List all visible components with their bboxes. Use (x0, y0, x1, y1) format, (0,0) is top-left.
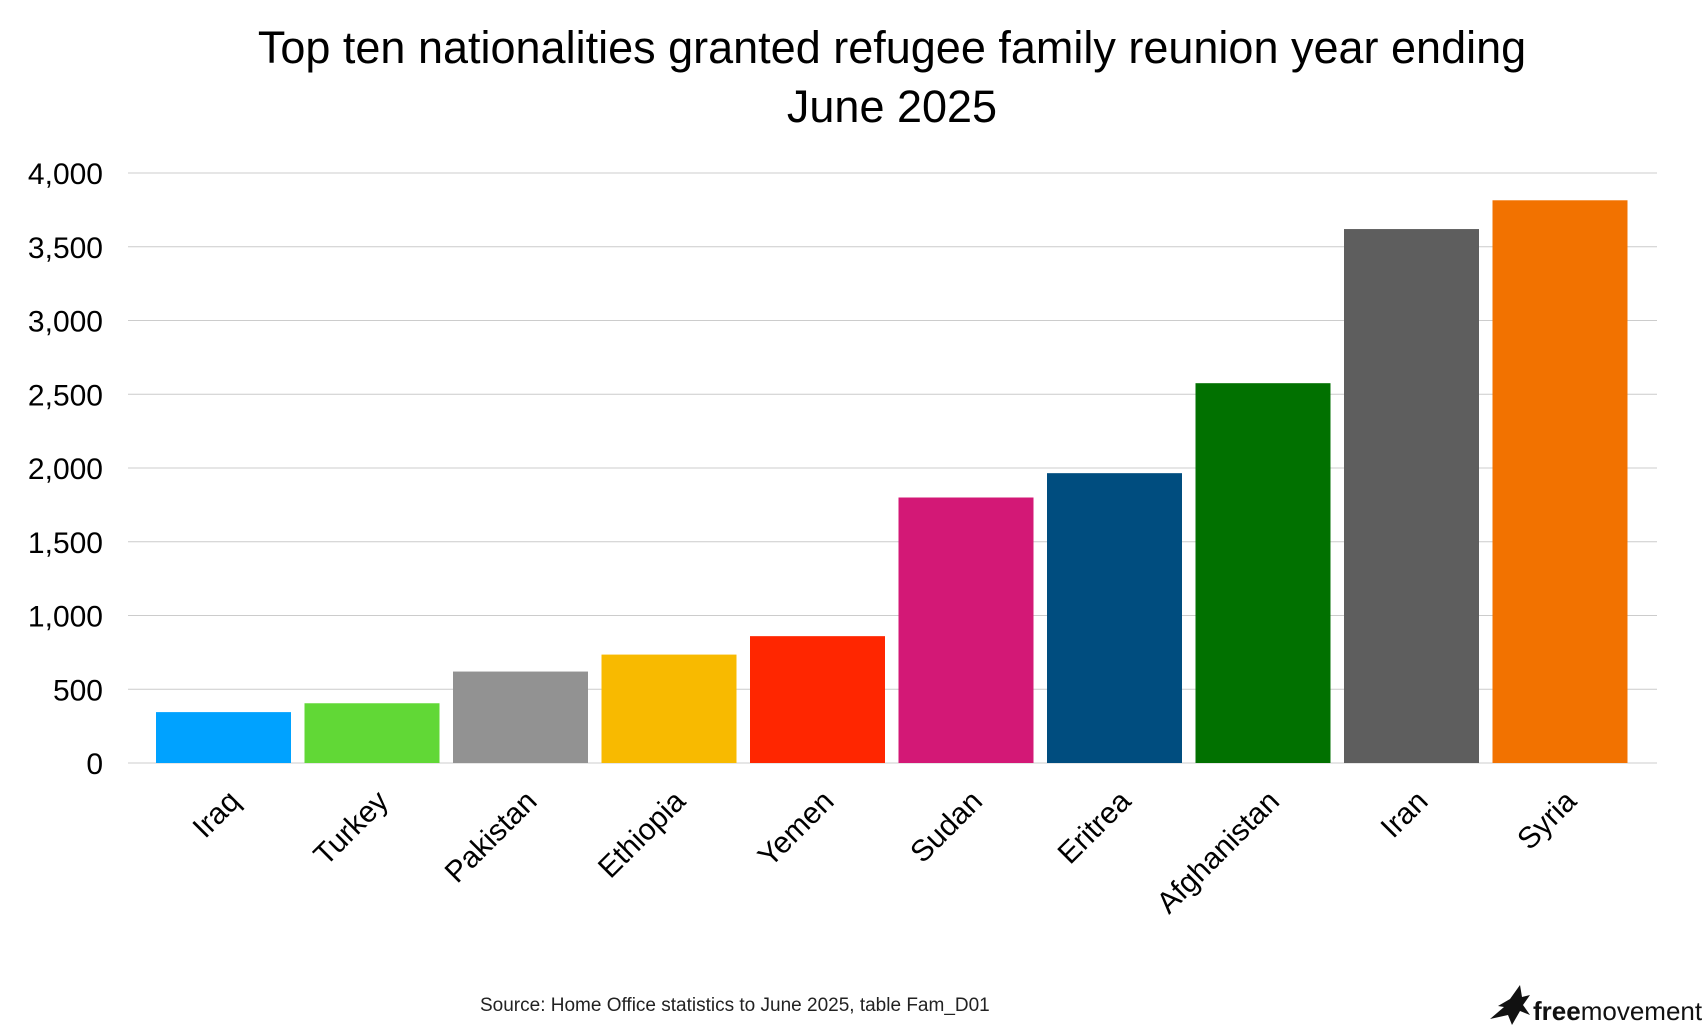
bar-iran (1344, 229, 1479, 764)
bird-icon (1490, 985, 1530, 1025)
x-tick-label: Iran (1375, 785, 1435, 845)
chart-title-line-2: June 2025 (787, 81, 997, 132)
bars (156, 200, 1628, 764)
y-tick-label: 500 (53, 674, 103, 707)
x-tick-label: Syria (1511, 784, 1583, 856)
source-note: Source: Home Office statistics to June 2… (480, 995, 990, 1016)
bar-syria (1492, 200, 1628, 764)
logo-free: free (1533, 996, 1581, 1026)
y-tick-label: 4,000 (28, 158, 103, 191)
bar-turkey (304, 703, 440, 763)
y-tick-label: 3,000 (28, 306, 103, 339)
logo-movement: movement (1581, 996, 1703, 1026)
gridlines (128, 172, 1657, 764)
x-tick-label: Afghanistan (1151, 785, 1286, 920)
bar-afghanistan (1195, 383, 1331, 763)
x-tick-label: Eritrea (1052, 784, 1138, 870)
y-tick-label: 3,500 (28, 232, 103, 265)
bar-eritrea (1047, 473, 1182, 763)
y-tick-label: 1,500 (28, 527, 103, 560)
x-tick-label: Sudan (904, 785, 989, 870)
bar-sudan (898, 497, 1034, 763)
logo-wordmark: freemovement (1533, 996, 1703, 1026)
x-tick-label: Iraq (187, 785, 247, 845)
x-axis: Iraq Turkey Pakistan Ethiopia Yemen Sudan Erit… (187, 784, 1584, 920)
y-tick-label: 0 (86, 748, 103, 781)
chart-title-line-1: Top ten nationalities granted refugee fa… (258, 22, 1526, 73)
bar-ethiopia (601, 654, 737, 763)
y-tick-label: 2,000 (28, 453, 103, 486)
y-axis: 0 500 1,000 1,500 2,000 2,500 3,000 3,500 4,000 (28, 158, 103, 781)
x-tick-label: Pakistan (439, 785, 544, 890)
y-tick-label: 1,000 (28, 601, 103, 634)
freemovement-logo: freemovement (1490, 985, 1703, 1026)
bar-yemen (750, 636, 885, 763)
x-tick-label: Yemen (752, 785, 841, 874)
x-tick-label: Turkey (308, 785, 395, 872)
x-tick-label: Ethiopia (592, 784, 692, 884)
bar-iraq (156, 712, 291, 763)
bar-pakistan (453, 671, 588, 763)
chart-title: Top ten nationalities granted refugee fa… (258, 22, 1526, 132)
y-tick-label: 2,500 (28, 379, 103, 412)
